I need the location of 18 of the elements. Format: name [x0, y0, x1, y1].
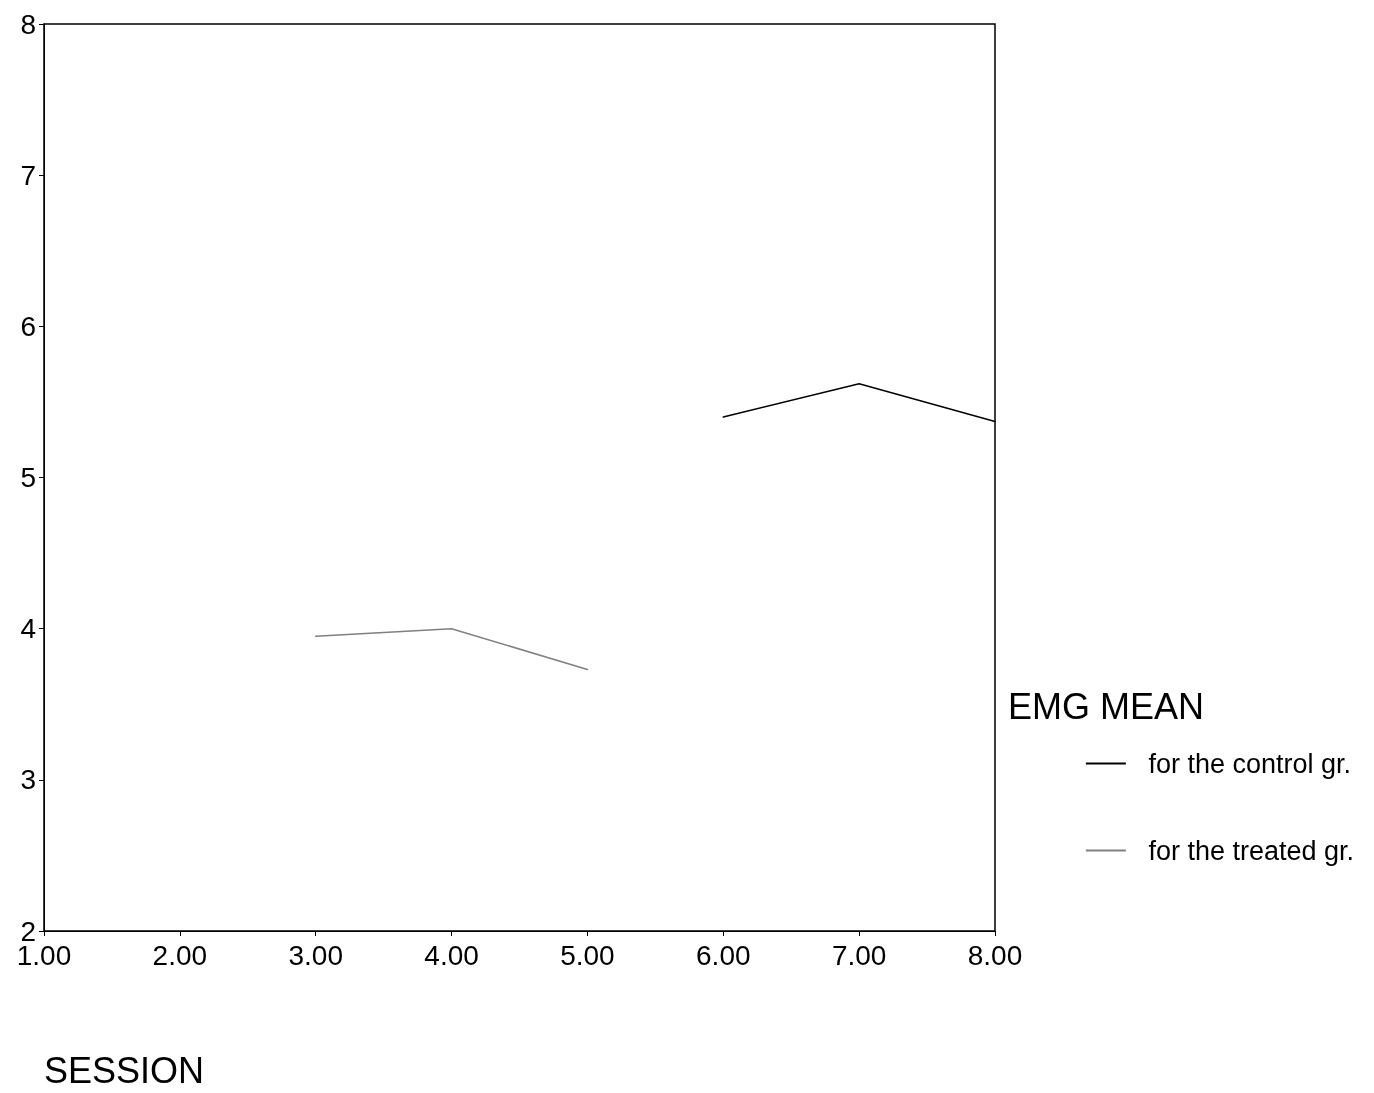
x-tick-label: 6.00	[696, 939, 751, 971]
x-tick-label: 5.00	[560, 939, 615, 971]
y-tick-label: 7	[20, 159, 36, 191]
x-tick-label: 7.00	[831, 939, 887, 971]
legend-label: for the control gr.	[1148, 748, 1351, 779]
legend-title: EMG MEAN	[1008, 685, 1205, 727]
y-tick-label: 6	[20, 310, 36, 342]
x-axis-title: SESSION	[44, 1049, 205, 1091]
x-tick-label: 8.00	[967, 939, 1023, 971]
y-tick-label: 3	[20, 764, 36, 796]
y-tick-label: 4	[20, 613, 36, 645]
x-tick-label: 4.00	[424, 939, 479, 971]
y-tick-label: 2	[20, 915, 36, 947]
y-tick-label: 5	[20, 462, 36, 493]
x-tick-label: 3.00	[288, 939, 343, 971]
y-tick-label: 8	[20, 8, 36, 40]
x-tick-label: 2.00	[152, 939, 208, 971]
legend-label: for the treated gr.	[1148, 835, 1354, 866]
